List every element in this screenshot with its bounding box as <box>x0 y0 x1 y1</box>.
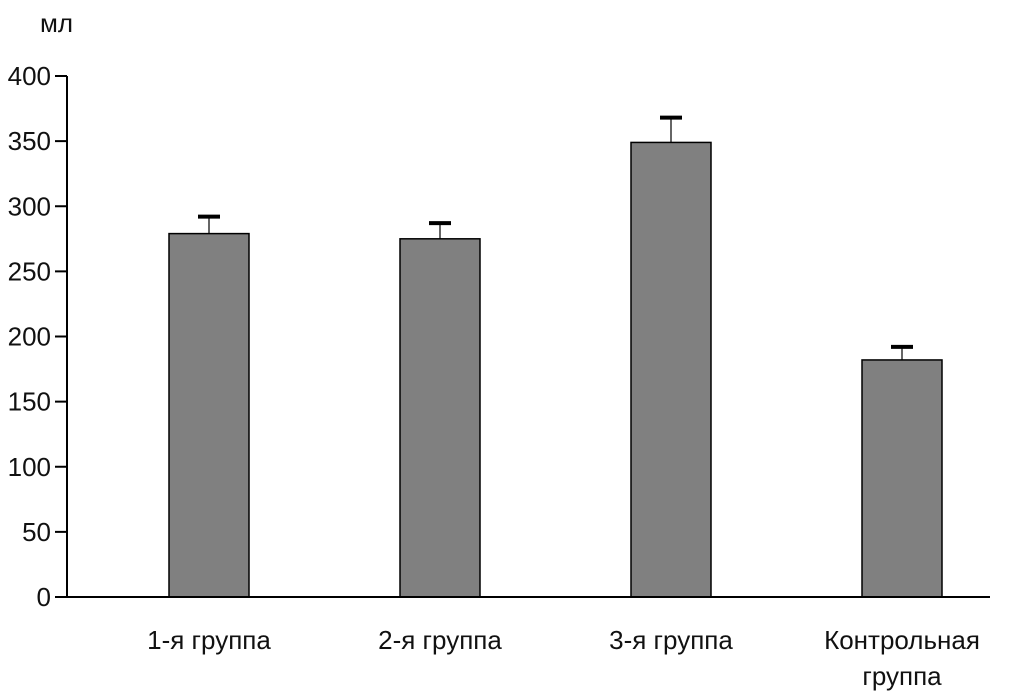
x-category-label: 2-я группа <box>378 625 502 655</box>
y-tick-label: 400 <box>8 61 51 91</box>
y-tick-label: 100 <box>8 452 51 482</box>
x-axis-categories: 1-я группа 2-я группа 3-я группа Контрольна… <box>147 625 980 691</box>
y-tick-label: 50 <box>22 517 51 547</box>
y-tick-label: 250 <box>8 256 51 286</box>
y-axis-ticks: 0 50 100 150 200 250 300 350 400 <box>8 61 67 612</box>
x-category-label: Контрольная <box>824 625 980 655</box>
bar <box>630 141 712 598</box>
y-tick-label: 300 <box>8 191 51 221</box>
y-tick-label: 150 <box>8 387 51 417</box>
x-category-label: группа <box>862 661 942 691</box>
bar <box>168 232 250 598</box>
bars-group <box>168 141 943 598</box>
y-tick-label: 0 <box>37 582 51 612</box>
y-axis-unit-label: мл <box>40 8 73 38</box>
y-tick-label: 350 <box>8 126 51 156</box>
bar <box>861 359 943 598</box>
x-category-label: 1-я группа <box>147 625 271 655</box>
bar <box>399 238 481 598</box>
error-bars-group <box>198 115 913 360</box>
y-tick-label: 200 <box>8 322 51 352</box>
x-category-label: 3-я группа <box>609 625 733 655</box>
